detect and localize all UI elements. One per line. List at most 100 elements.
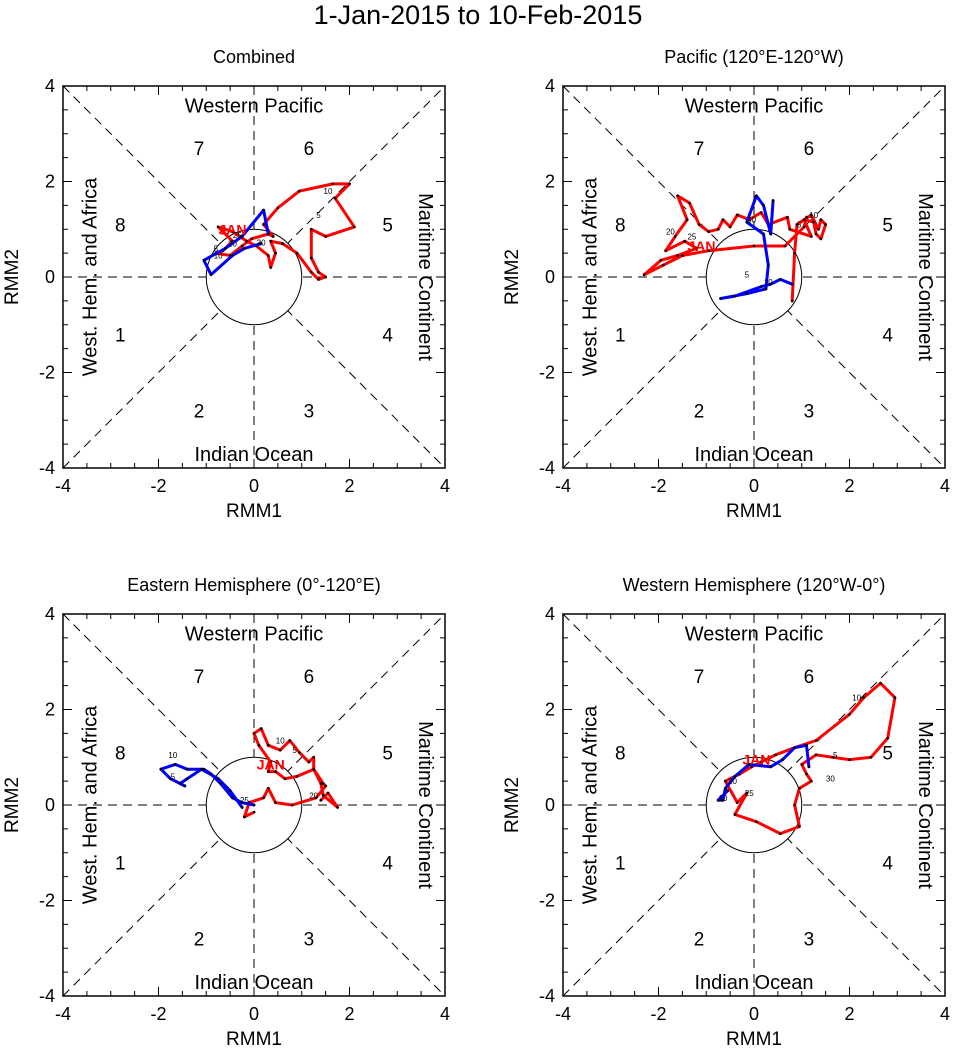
day-marker	[324, 275, 327, 279]
day-marker	[216, 225, 220, 229]
day-marker	[707, 230, 710, 233]
region-label-top: Western Pacific	[685, 623, 824, 645]
phase-number: 5	[382, 743, 393, 764]
day-marker	[783, 244, 787, 248]
day-marker	[798, 825, 801, 828]
day-marker	[240, 801, 244, 804]
y-tick-label: 2	[45, 700, 55, 720]
day-marker	[810, 779, 813, 783]
day-marker	[267, 254, 270, 257]
day-marker	[793, 803, 796, 807]
phase-number: 3	[304, 930, 315, 951]
day-label: 30	[826, 775, 835, 784]
day-marker	[231, 254, 234, 257]
day-label: 5	[745, 271, 750, 280]
day-marker	[755, 820, 758, 824]
day-marker	[848, 758, 851, 761]
day-marker	[771, 199, 775, 202]
phase-number: 8	[615, 215, 626, 236]
day-label: 5	[797, 220, 802, 229]
phase-number: 5	[882, 743, 893, 764]
x-axis-label: RMM1	[226, 501, 282, 522]
day-marker	[250, 237, 253, 241]
day-marker	[781, 758, 784, 761]
region-label-right: Maritime Continent	[914, 193, 936, 361]
day-label: 25	[233, 231, 242, 240]
day-marker	[747, 763, 751, 766]
day-marker	[307, 760, 311, 764]
day-marker	[824, 223, 827, 226]
day-marker	[805, 772, 808, 776]
y-tick-label: 4	[45, 76, 55, 96]
day-marker	[271, 235, 275, 238]
day-marker	[786, 216, 789, 219]
x-tick-label: 2	[344, 476, 354, 496]
day-marker	[278, 748, 282, 752]
phase-number: 2	[194, 402, 205, 423]
day-marker	[795, 223, 799, 226]
region-label-bottom: Indian Ocean	[695, 444, 814, 466]
day-label: 10	[764, 278, 773, 287]
day-marker	[664, 249, 667, 253]
day-marker	[259, 727, 263, 730]
day-marker	[778, 278, 782, 281]
x-tick-label: -2	[150, 1004, 166, 1024]
day-marker	[673, 235, 677, 238]
phase-number: 6	[804, 667, 815, 688]
phase-number: 4	[882, 853, 893, 874]
day-marker	[793, 251, 796, 255]
day-marker	[252, 803, 256, 807]
y-tick-label: 2	[45, 172, 55, 192]
day-marker	[202, 767, 206, 771]
y-tick-label: 0	[45, 267, 55, 287]
phase-panel-1: Combined -4-4 -2 -2 0 0 2 2 4 4 RMM1 RMM2 Western Pa…	[2, 47, 450, 522]
trajectory-jan	[723, 681, 897, 836]
day-marker	[333, 196, 337, 200]
panel-title: Western Hemisphere (120°W-0°)	[623, 575, 886, 595]
day-label: 30	[257, 239, 266, 248]
day-label: 20	[228, 240, 237, 249]
day-marker	[661, 263, 665, 267]
phase-panel-3: Eastern Hemisphere (0°-120°E) -4-4 -2 -2 0 0 2…	[2, 575, 450, 1050]
day-marker	[269, 239, 273, 243]
day-marker	[893, 696, 897, 699]
day-marker	[185, 767, 189, 771]
day-label: 5	[316, 211, 321, 220]
y-tick-label: 0	[45, 795, 55, 815]
day-marker	[317, 270, 320, 274]
phase-number: 1	[115, 853, 126, 874]
day-marker	[224, 247, 227, 250]
x-tick-label: 0	[249, 1004, 259, 1024]
phase-number: 7	[694, 139, 705, 160]
y-axis-label: RMM2	[2, 777, 23, 833]
day-marker	[695, 247, 698, 250]
day-label: 25	[687, 232, 696, 241]
x-tick-label: -4	[55, 1004, 71, 1024]
day-marker	[733, 775, 737, 778]
x-axis-label: RMM1	[726, 501, 782, 522]
day-marker	[173, 763, 177, 766]
day-marker	[810, 213, 813, 217]
day-marker	[759, 211, 763, 214]
day-marker	[721, 798, 725, 802]
day-marker	[298, 751, 301, 754]
unit-circle	[705, 228, 803, 326]
day-marker	[240, 806, 244, 809]
day-marker	[252, 810, 256, 814]
day-marker	[735, 213, 739, 217]
phase-number: 1	[615, 325, 626, 346]
y-axis-label: RMM2	[502, 777, 523, 833]
day-marker	[321, 782, 325, 785]
phase-number: 3	[304, 402, 315, 423]
phase-number: 2	[694, 930, 705, 951]
day-marker	[685, 218, 689, 221]
day-marker	[326, 791, 330, 795]
day-marker	[178, 782, 182, 785]
day-marker	[262, 208, 265, 212]
day-marker	[269, 760, 273, 764]
day-marker	[269, 266, 273, 269]
phase-number: 8	[115, 743, 126, 764]
day-marker	[886, 736, 889, 740]
day-label: 10	[809, 211, 818, 220]
phase-number: 6	[304, 667, 315, 688]
